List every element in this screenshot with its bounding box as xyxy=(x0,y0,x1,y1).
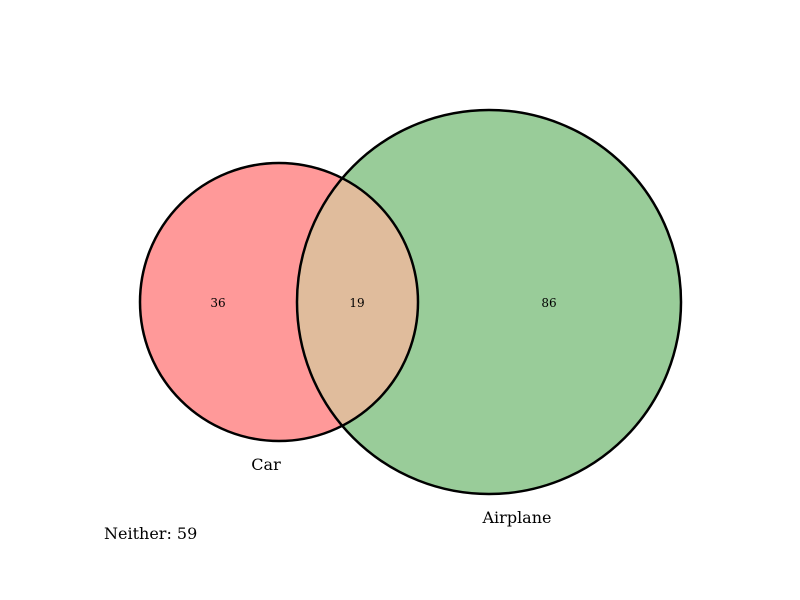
neither-count-label: Neither: 59 xyxy=(104,524,197,543)
intersection-count: 19 xyxy=(349,296,364,310)
car-set-label: Car xyxy=(251,455,281,474)
airplane-set-label: Airplane xyxy=(482,508,552,527)
airplane-only-count: 86 xyxy=(541,296,556,310)
airplane-circle-outline xyxy=(295,108,683,496)
car-circle-outline xyxy=(138,161,420,443)
airplane-circle xyxy=(297,110,681,494)
car-only-count: 36 xyxy=(210,296,225,310)
